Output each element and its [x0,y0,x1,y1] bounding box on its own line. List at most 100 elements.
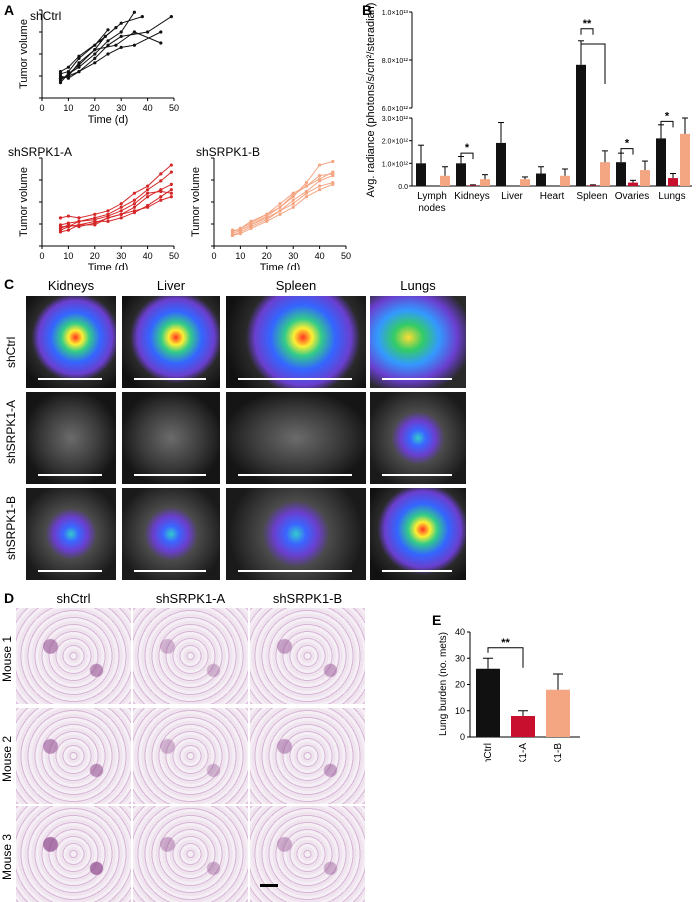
growth-line [60,31,162,79]
sig-label: ** [501,637,510,649]
growth-point [132,205,136,209]
growth-line [60,171,172,226]
y-tick-label: 30 [455,653,465,663]
category-label: Kidneys [454,191,490,202]
radiance-bar [668,178,678,186]
x-axis-label: Time (d) [260,262,301,270]
growth-point [93,219,97,223]
growth-point [132,30,136,34]
growth-point [230,233,235,238]
category-label: Lymph [417,191,447,202]
y-tick-label: 0.0 [398,184,408,191]
panel-d-column-header: shCtrl [56,591,91,606]
growth-point [66,228,70,232]
growth-point [58,74,63,78]
bioluminescence-image [370,392,466,484]
y-axis-label: Lung burden (no. mets) [438,632,449,736]
growth-point [304,184,308,188]
scale-bar [38,570,102,572]
bioluminescence-image [26,488,116,580]
bioluminescence-image [226,296,366,388]
scale-bar [238,570,352,572]
histology-image [16,806,131,902]
histology-image [16,608,131,704]
panel-e-lung-burden-chart: 40 30 20 10 0 Lung burden (no. mets) shCtrl shS… [438,627,580,762]
radiance-bar [560,175,570,186]
y-tick-label: 6.0×10¹² [382,106,409,113]
growth-point [66,70,70,74]
bioluminescence-image [370,296,466,388]
x-tick-label: 50 [169,251,179,261]
growth-point [58,76,63,80]
growth-point [291,202,295,206]
growth-point [93,56,97,61]
growth-point [159,41,163,45]
growth-point [159,172,163,176]
bioluminescence-image [122,488,220,580]
growth-point [58,223,63,227]
growth-point [159,189,163,194]
growth-point [93,223,97,227]
growth-point [93,48,97,52]
radiance-bar [640,170,650,186]
growth-point [304,181,308,185]
growth-point [146,203,150,208]
growth-point [106,219,110,223]
growth-point [331,182,335,186]
growth-line [232,161,333,233]
x-tick-label: 10 [63,251,73,261]
sig-bracket [487,647,524,668]
growth-point [304,195,308,199]
radiance-bar [496,142,506,186]
x-tick-label: 10 [63,103,73,113]
histology-image [250,806,365,902]
category-label: Heart [540,191,565,202]
category-label: Ovaries [615,191,649,202]
radiance-bar [588,185,598,186]
panel-c-column-header: Spleen [275,278,317,293]
panel-label-d: D [4,590,15,606]
sig-bracket [580,43,606,84]
growth-point [58,81,63,85]
scale-bar [260,884,278,887]
panel-d-row-header: Mouse 1 [0,635,14,682]
y-tick-label: 2.0×10¹² [382,139,409,146]
growth-point [77,54,81,58]
group-title: shSRPK1-A [8,145,72,159]
growth-point [58,228,63,232]
growth-point [93,52,97,56]
scale-bar [134,474,206,476]
panel-d-row-header: Mouse 2 [0,735,14,782]
radiance-bar [536,173,546,186]
growth-point [146,188,150,192]
growth-point [249,219,253,223]
category-label: shCtrl [483,743,494,762]
panel-d-column-header: shSRPK1-B [272,591,343,606]
x-tick-label: 40 [315,251,325,261]
growth-point [159,30,163,34]
growth-point [169,163,173,167]
category-label: shSRPK1-B [553,743,564,762]
scale-bar [238,474,352,476]
bioluminescence-image [26,392,116,484]
radiance-bar [480,179,490,186]
x-tick-label: 50 [169,103,179,113]
category-label: nodes [418,203,445,214]
growth-point [249,223,253,227]
y-tick-label: 40 [455,627,465,637]
growth-point [146,184,150,188]
x-tick-label: 20 [90,251,100,261]
growth-point [278,212,282,216]
growth-point [230,230,235,234]
growth-point [169,182,173,186]
category-label: shSRPK1-A [518,743,529,762]
growth-point [106,216,110,220]
growth-point [304,191,308,195]
panel-c-row-header: shCtrl [4,336,18,368]
x-tick-label: 50 [341,251,351,261]
growth-point [159,195,163,199]
growth-point [93,61,97,65]
growth-point [77,223,81,227]
x-tick-label: 0 [211,251,216,261]
bioluminescence-image [26,296,116,388]
